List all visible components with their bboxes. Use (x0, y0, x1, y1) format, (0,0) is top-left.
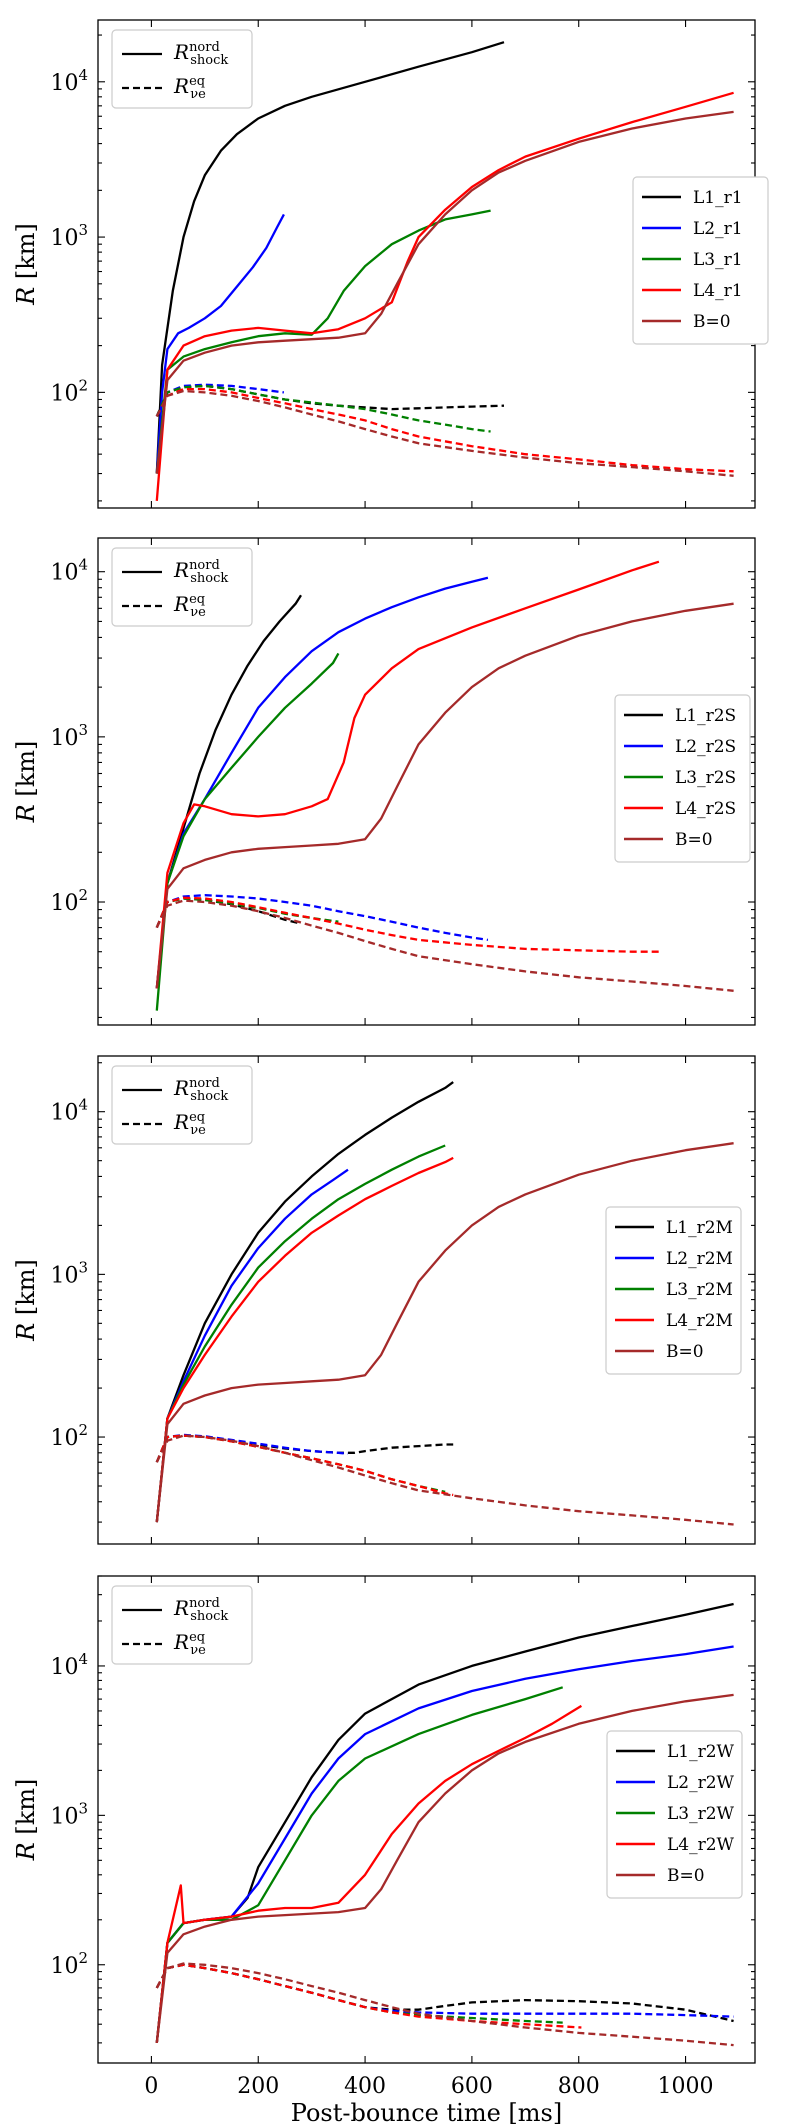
y-axis-label: R [km] (12, 223, 40, 306)
series-b-0-nu-radius (155, 1962, 734, 2047)
series-b-0-nu-radius (155, 1434, 734, 1526)
series-legend-label: L1_r2S (675, 706, 736, 726)
series-legend: L1_r2W L2_r2W L3_r2W L4_r2W B=0 (606, 1730, 743, 1899)
axes-frame (97, 1575, 756, 2064)
y-tick-label: 103 (50, 721, 88, 751)
y-tick-label: 102 (50, 1421, 88, 1451)
panel-4: 102 103 104 0 200 400 600 800 1000 R [km] Post-bou… (12, 1575, 756, 2125)
style-legend: Rnord shock Req νe (111, 1585, 253, 1665)
series-legend-label: L2_r2S (675, 737, 736, 757)
series-l4-r2w-nu-radius (155, 1963, 582, 2029)
series-legend-label: L3_r2M (666, 1280, 733, 1300)
series-l4-r1-nu-radius (155, 387, 734, 473)
style-legend-label-shock: Rnord shock (173, 1596, 228, 1624)
series-legend-label: L4_r1 (693, 281, 743, 301)
y-tick-label: 104 (50, 1650, 88, 1680)
series-legend-box (606, 1730, 743, 1899)
x-tick-label: 1000 (658, 2074, 714, 2099)
series-legend-label: B=0 (675, 830, 713, 850)
x-tick-label: 400 (344, 2074, 386, 2099)
series-b-0-shock-radius (155, 1693, 734, 2044)
series-l3-r2m-shock-radius (155, 1144, 446, 1523)
series-l2-r2s-nu-radius (155, 894, 489, 942)
series-l4-r2s-nu-radius (155, 896, 659, 953)
y-tick-label: 104 (50, 66, 88, 96)
series-b-0-shock-radius (155, 110, 734, 474)
series-legend-box (605, 1206, 742, 1375)
series-legend-label: L1_r2W (667, 1742, 735, 1762)
series-b-0-nu-radius (155, 389, 734, 477)
series-l4-r2w-shock-radius (155, 1704, 582, 2044)
series-l1-r1-shock-radius (155, 41, 505, 474)
series-legend-label: B=0 (693, 312, 731, 332)
series-legend-label: L1_r2M (666, 1218, 733, 1238)
series-legend: L1_r1 L2_r1 L3_r1 L4_r1 B=0 (632, 176, 769, 345)
panel-1: 102 103 104 R [km] Rnord shock Req νe L1_r1 L2_r1… (12, 19, 769, 509)
plot-area (155, 560, 734, 1011)
series-l1-r2m-shock-radius (155, 1081, 454, 1523)
style-legend-label-shock: Rnord shock (173, 40, 228, 68)
series-b-0-shock-radius (155, 602, 734, 989)
y-tick-label: 103 (50, 1799, 88, 1829)
y-tick-label: 104 (50, 556, 88, 586)
series-b-0-nu-radius (155, 899, 734, 992)
y-axis-label: R [km] (12, 1779, 40, 1862)
series-b-0-shock-radius (155, 1142, 734, 1523)
plot-area (155, 1602, 734, 2047)
series-l2-r1-shock-radius (155, 213, 285, 474)
series-legend-label: L2_r2W (667, 1773, 735, 1793)
y-tick-label: 102 (50, 376, 88, 406)
y-tick-label: 102 (50, 886, 88, 916)
y-tick-label: 102 (50, 1949, 88, 1979)
x-tick-label: 600 (451, 2074, 493, 2099)
series-legend-label: L3_r2S (675, 768, 736, 788)
series-legend-label: L2_r2M (666, 1249, 733, 1269)
x-tick-label: 200 (237, 2074, 279, 2099)
style-legend-label-nu: Req νe (173, 74, 206, 102)
style-legend-label-nu: Req νe (173, 1630, 206, 1658)
style-legend-label-nu: Req νe (173, 1110, 206, 1138)
x-tick-label: 800 (558, 2074, 600, 2099)
series-l3-r2s-shock-radius (155, 652, 340, 1011)
style-legend-label-shock: Rnord shock (173, 1076, 228, 1104)
y-axis-label: R [km] (12, 1259, 40, 1342)
style-legend: Rnord shock Req νe (111, 1065, 253, 1145)
y-axis-label: R [km] (12, 741, 40, 824)
style-legend: Rnord shock Req νe (111, 547, 253, 627)
axes-frame (97, 537, 756, 1026)
series-legend-label: L2_r1 (693, 219, 743, 239)
plot-area (155, 1081, 734, 1526)
series-l3-r1-nu-radius (155, 384, 491, 433)
series-legend-label: L3_r2W (667, 1804, 735, 1824)
series-l4-r2s-shock-radius (155, 560, 660, 989)
series-legend-label: B=0 (666, 1342, 704, 1362)
series-legend-label: L4_r2S (675, 799, 736, 819)
series-l4-r1-shock-radius (155, 91, 734, 501)
series-legend: L1_r2S L2_r2S L3_r2S L4_r2S B=0 (614, 694, 751, 863)
series-l4-r2m-shock-radius (155, 1156, 454, 1523)
y-tick-label: 103 (50, 1258, 88, 1288)
series-legend-label: L1_r1 (693, 188, 743, 208)
panel-3: 102 103 104 R [km] Rnord shock Req νe L1_r2M L2_r… (12, 1055, 756, 1545)
x-axis-label: Post-bounce time [ms] (291, 2099, 562, 2125)
plot-area (155, 41, 734, 501)
y-tick-label: 104 (50, 1096, 88, 1126)
style-legend-label-nu: Req νe (173, 592, 206, 620)
panel-2: 102 103 104 R [km] Rnord shock Req νe L1_r2S L2_r… (12, 537, 756, 1026)
series-legend-box (614, 694, 751, 863)
series-legend: L1_r2M L2_r2M L3_r2M L4_r2M B=0 (605, 1206, 742, 1375)
series-legend-box (632, 176, 769, 345)
style-legend-label-shock: Rnord shock (173, 558, 228, 586)
series-legend-label: L4_r2W (667, 1835, 735, 1855)
y-tick-label: 103 (50, 221, 88, 251)
series-legend-label: L4_r2M (666, 1311, 733, 1331)
style-legend: Rnord shock Req νe (111, 29, 253, 109)
x-tick-label: 0 (144, 2074, 158, 2099)
series-legend-label: L3_r1 (693, 250, 743, 270)
series-legend-label: B=0 (667, 1866, 705, 1886)
